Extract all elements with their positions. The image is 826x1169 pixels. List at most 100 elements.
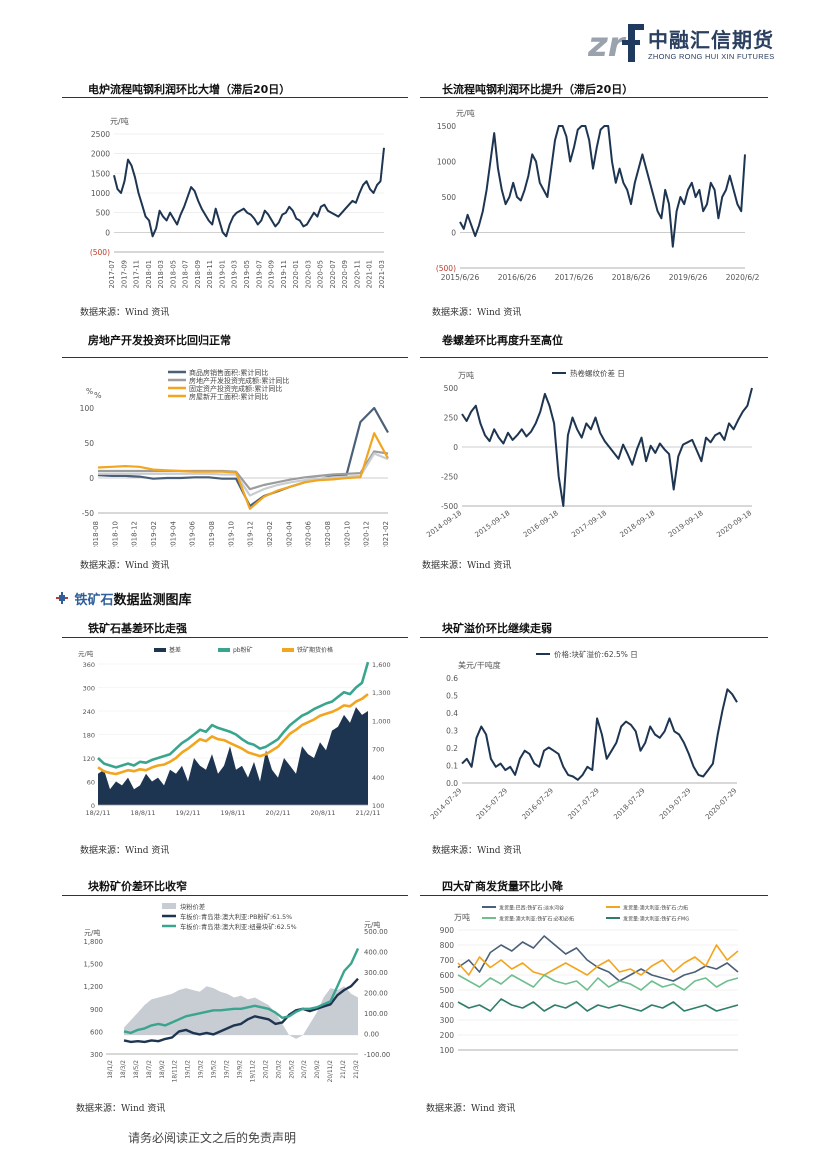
x-tick-label: 2018-07 [182, 260, 190, 288]
x-tick-label: 2017-09 [120, 260, 128, 288]
y-tick-label: 0.3 [446, 727, 458, 736]
x-tick-label: 18/1/2 [108, 1060, 114, 1079]
x-tick-label: 2015-09-18 [474, 509, 512, 539]
chart-real-estate: % 100 50 0 -50 2018-08 2018-10 2018-12 2019-02 20… [76, 362, 406, 547]
chart-title-eaf-profit: 电炉流程吨钢利润环比大增（滞后20日） [88, 83, 291, 96]
logo-mark-icon: zr [588, 24, 644, 65]
x-tick-label: 20/7/2 [302, 1060, 308, 1079]
y-axis-unit: % [94, 391, 102, 400]
x-tick-label: 19/8/11 [220, 809, 245, 817]
chart-title-bof-profit: 长流程吨钢利润环比提升（滞后20日） [442, 83, 634, 96]
x-tick-label: 20/1/2 [263, 1060, 269, 1079]
x-tick-label: 2020-10 [343, 521, 351, 547]
section-heading-prefix: 铁矿石 [74, 593, 114, 608]
x-tick-label: 19/2/11 [175, 809, 200, 817]
chart-lump-premium: 美元/干吨度 0.6 0.5 0.4 0.3 0.2 0.1 0.0 2014-07-29 201… [424, 642, 764, 827]
x-tick-label: 2017-07 [108, 260, 116, 288]
y-tick-label-left: 240 [83, 708, 95, 716]
data-source-note: 数据来源：Wind 资讯 [422, 561, 512, 571]
legend-label: pb粉矿 [233, 646, 253, 654]
x-tick-label: 2021-01 [366, 260, 374, 288]
y-tick-label: 500 [440, 986, 455, 995]
y-tick-label: 100 [440, 1046, 455, 1055]
chart-lump-fines-spread: 元/吨 元/吨 1,800 1,500 1,200 900 600 300 500.00 400.… [76, 897, 406, 1082]
x-tick-label: 2020-05 [317, 260, 325, 288]
x-tick-label: 21/1/2 [341, 1060, 347, 1079]
chart-iron-ore-basis: 元/吨 360 300 240 180 120 60 0 1,600 1,300 1,000 700 4… [76, 642, 396, 827]
y-tick-label: 1500 [437, 122, 456, 131]
x-tick-label: 2018-08 [92, 521, 100, 547]
x-tick-label: 18/8/11 [130, 809, 155, 817]
x-tick-label: 2019-12 [247, 521, 255, 547]
y-tick-label: 0.1 [446, 762, 458, 771]
section-heading-iron-ore: 铁矿石数据监测图库 [56, 589, 192, 608]
y-tick-label: (500) [436, 264, 456, 273]
y-tick-label-left: 180 [83, 732, 95, 740]
y-tick-label: 0 [105, 228, 110, 237]
y-tick-label-left: 1,500 [84, 961, 103, 969]
chart-bof-profit: 元/吨 1500 1000 500 0 (500) 2015/6/26 2016/6/26 20… [430, 100, 760, 295]
x-tick-label: 2019-10 [227, 521, 235, 547]
y-tick-label: 200 [440, 1031, 455, 1040]
x-tick-label: 2014-07-29 [429, 787, 463, 821]
series-line [461, 387, 753, 507]
y-axis-unit: 元/吨 [78, 649, 94, 658]
y-tick-label: 900 [440, 926, 455, 935]
y-tick-label: 0 [89, 474, 94, 483]
series-line [457, 935, 739, 982]
legend-label: 发货量:巴西:铁矿石:淡水河谷 [499, 905, 564, 912]
legend-label: 基差 [169, 646, 181, 654]
chart-coil-rebar-spread: 万吨 500 250 0 -250 -500 2014-09-18 2015-09-18 201… [420, 362, 765, 547]
x-tick-label: 2021-02 [382, 521, 390, 547]
x-tick-label: 2020-07-29 [704, 787, 738, 821]
x-tick-label: 19/1/2 [186, 1060, 192, 1079]
x-tick-label: 2016/6/26 [498, 273, 537, 282]
x-tick-label: 2018-09 [194, 260, 202, 288]
x-tick-label: 18/2/11 [85, 809, 110, 817]
legend-label: 发货量:澳大利亚:铁矿石:FMG [623, 916, 689, 923]
y-tick-label-left: 1,200 [84, 983, 103, 991]
y-tick-label-right: 100 [372, 802, 384, 810]
data-source-note: 数据来源：Wind 资讯 [432, 308, 522, 318]
y-tick-label-left: 900 [90, 1006, 103, 1014]
x-tick-label: 2019-02 [150, 521, 158, 547]
x-tick-label: 18/3/2 [121, 1060, 127, 1079]
title-divider [420, 97, 768, 98]
x-tick-label: 2018-10 [111, 521, 119, 547]
y-tick-label: 0 [453, 443, 458, 452]
series-line [457, 944, 739, 976]
x-tick-label: 21/2/11 [355, 809, 380, 817]
x-tick-label: 2018-11 [206, 260, 214, 288]
y-axis-unit: 万吨 [458, 370, 474, 380]
y-tick-label-right: 300.00 [364, 969, 388, 977]
y-tick-label: 700 [440, 956, 455, 965]
y-axis-unit: 元/吨 [456, 108, 475, 118]
chart-title-lump-fines-spread: 块粉矿价差环比收窄 [88, 880, 187, 893]
data-source-note: 数据来源：Wind 资讯 [80, 846, 170, 856]
legend-label: 热卷螺纹价差 日 [570, 368, 625, 378]
x-tick-label: 2018-05 [169, 260, 177, 288]
x-tick-label: 20/3/2 [276, 1060, 282, 1079]
data-source-note: 数据来源：Wind 资讯 [432, 846, 522, 856]
y-tick-label-left: 300 [90, 1051, 103, 1059]
x-tick-label: 2015-07-29 [475, 787, 509, 821]
legend-label: 车板价:青岛港:澳大利亚:PB粉矿:61.5% [180, 912, 292, 921]
x-tick-label: 2014-09-18 [425, 509, 463, 539]
chart-title-iron-ore-basis: 铁矿石基差环比走强 [88, 622, 187, 635]
x-tick-label: 2017-09-18 [570, 509, 608, 539]
series-line [98, 452, 389, 497]
company-logo: zr 中融汇信期货 ZHONG RONG HUI XIN FUTURES [588, 20, 788, 68]
basis-area [98, 707, 368, 805]
y-axis-unit: 美元/干吨度 [458, 660, 501, 670]
y-tick-label: 100 [80, 404, 95, 413]
y-axis-unit: 万吨 [454, 912, 470, 922]
series-line [97, 432, 389, 510]
x-tick-label: 2019-07 [255, 260, 263, 288]
y-tick-label-right: 700 [372, 746, 384, 754]
x-tick-label: 18/7/2 [147, 1060, 153, 1079]
y-tick-label-left: 300 [83, 685, 95, 693]
x-tick-label: 2019-06 [189, 520, 197, 547]
x-tick-label: 18/11/2 [173, 1060, 179, 1082]
x-tick-label: 2020-09 [341, 260, 349, 288]
y-tick-label-left: 0 [91, 802, 95, 810]
